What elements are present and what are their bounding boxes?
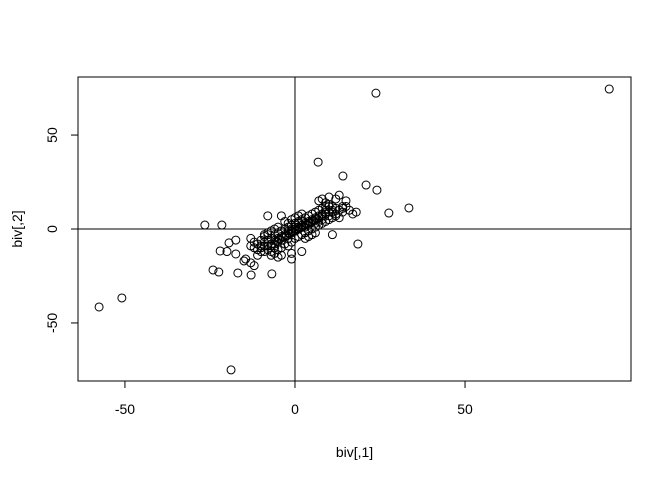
data-point: [226, 365, 236, 375]
data-point: [273, 252, 283, 262]
data-point: [267, 269, 277, 279]
data-point: [256, 247, 266, 257]
y-tick-label: 0: [44, 225, 60, 233]
y-tick-label: 50: [44, 127, 60, 143]
data-point: [249, 261, 259, 271]
data-point: [314, 196, 324, 206]
data-point: [117, 293, 127, 303]
data-point: [327, 207, 337, 217]
data-point: [270, 239, 280, 249]
data-point: [384, 208, 394, 218]
data-point: [259, 230, 269, 240]
data-point: [312, 214, 322, 224]
data-point: [233, 268, 243, 278]
y-axis-label: biv[,2]: [9, 210, 25, 247]
data-point: [266, 250, 276, 260]
data-point: [310, 228, 320, 238]
data-point: [200, 220, 210, 230]
data-point: [321, 205, 331, 215]
data-point: [222, 247, 232, 257]
x-axis-label: biv[,1]: [336, 444, 373, 460]
data-point: [208, 265, 218, 275]
data-point: [239, 256, 249, 266]
data-point: [297, 247, 307, 257]
data-point: [361, 180, 371, 190]
x-tick-label: 50: [457, 401, 473, 417]
x-tick-label: -50: [115, 401, 135, 417]
data-point: [334, 213, 344, 223]
x-tick-label: 0: [291, 401, 299, 417]
data-point: [372, 185, 382, 195]
data-point: [246, 241, 256, 251]
data-point: [313, 157, 323, 167]
data-point: [263, 241, 273, 251]
data-point: [327, 230, 337, 240]
data-point: [353, 239, 363, 249]
data-point: [338, 171, 348, 181]
data-point: [341, 196, 351, 206]
data-point: [246, 270, 256, 280]
data-point: [341, 201, 351, 211]
data-point: [604, 84, 614, 94]
y-tick-label: -50: [44, 313, 60, 333]
data-point: [287, 248, 297, 258]
data-point: [290, 222, 300, 232]
data-point: [215, 246, 225, 256]
data-point: [371, 88, 381, 98]
data-point: [214, 267, 224, 277]
data-point: [317, 215, 327, 225]
data-point: [351, 207, 361, 217]
data-point: [404, 203, 414, 213]
data-point: [334, 190, 344, 200]
data-point: [304, 220, 314, 230]
data-point: [94, 302, 104, 312]
data-point: [287, 254, 297, 264]
data-point: [217, 220, 227, 230]
data-point: [231, 249, 241, 259]
data-point: [271, 236, 281, 246]
data-point: [283, 226, 293, 236]
data-point: [263, 211, 273, 221]
data-point: [231, 235, 241, 245]
